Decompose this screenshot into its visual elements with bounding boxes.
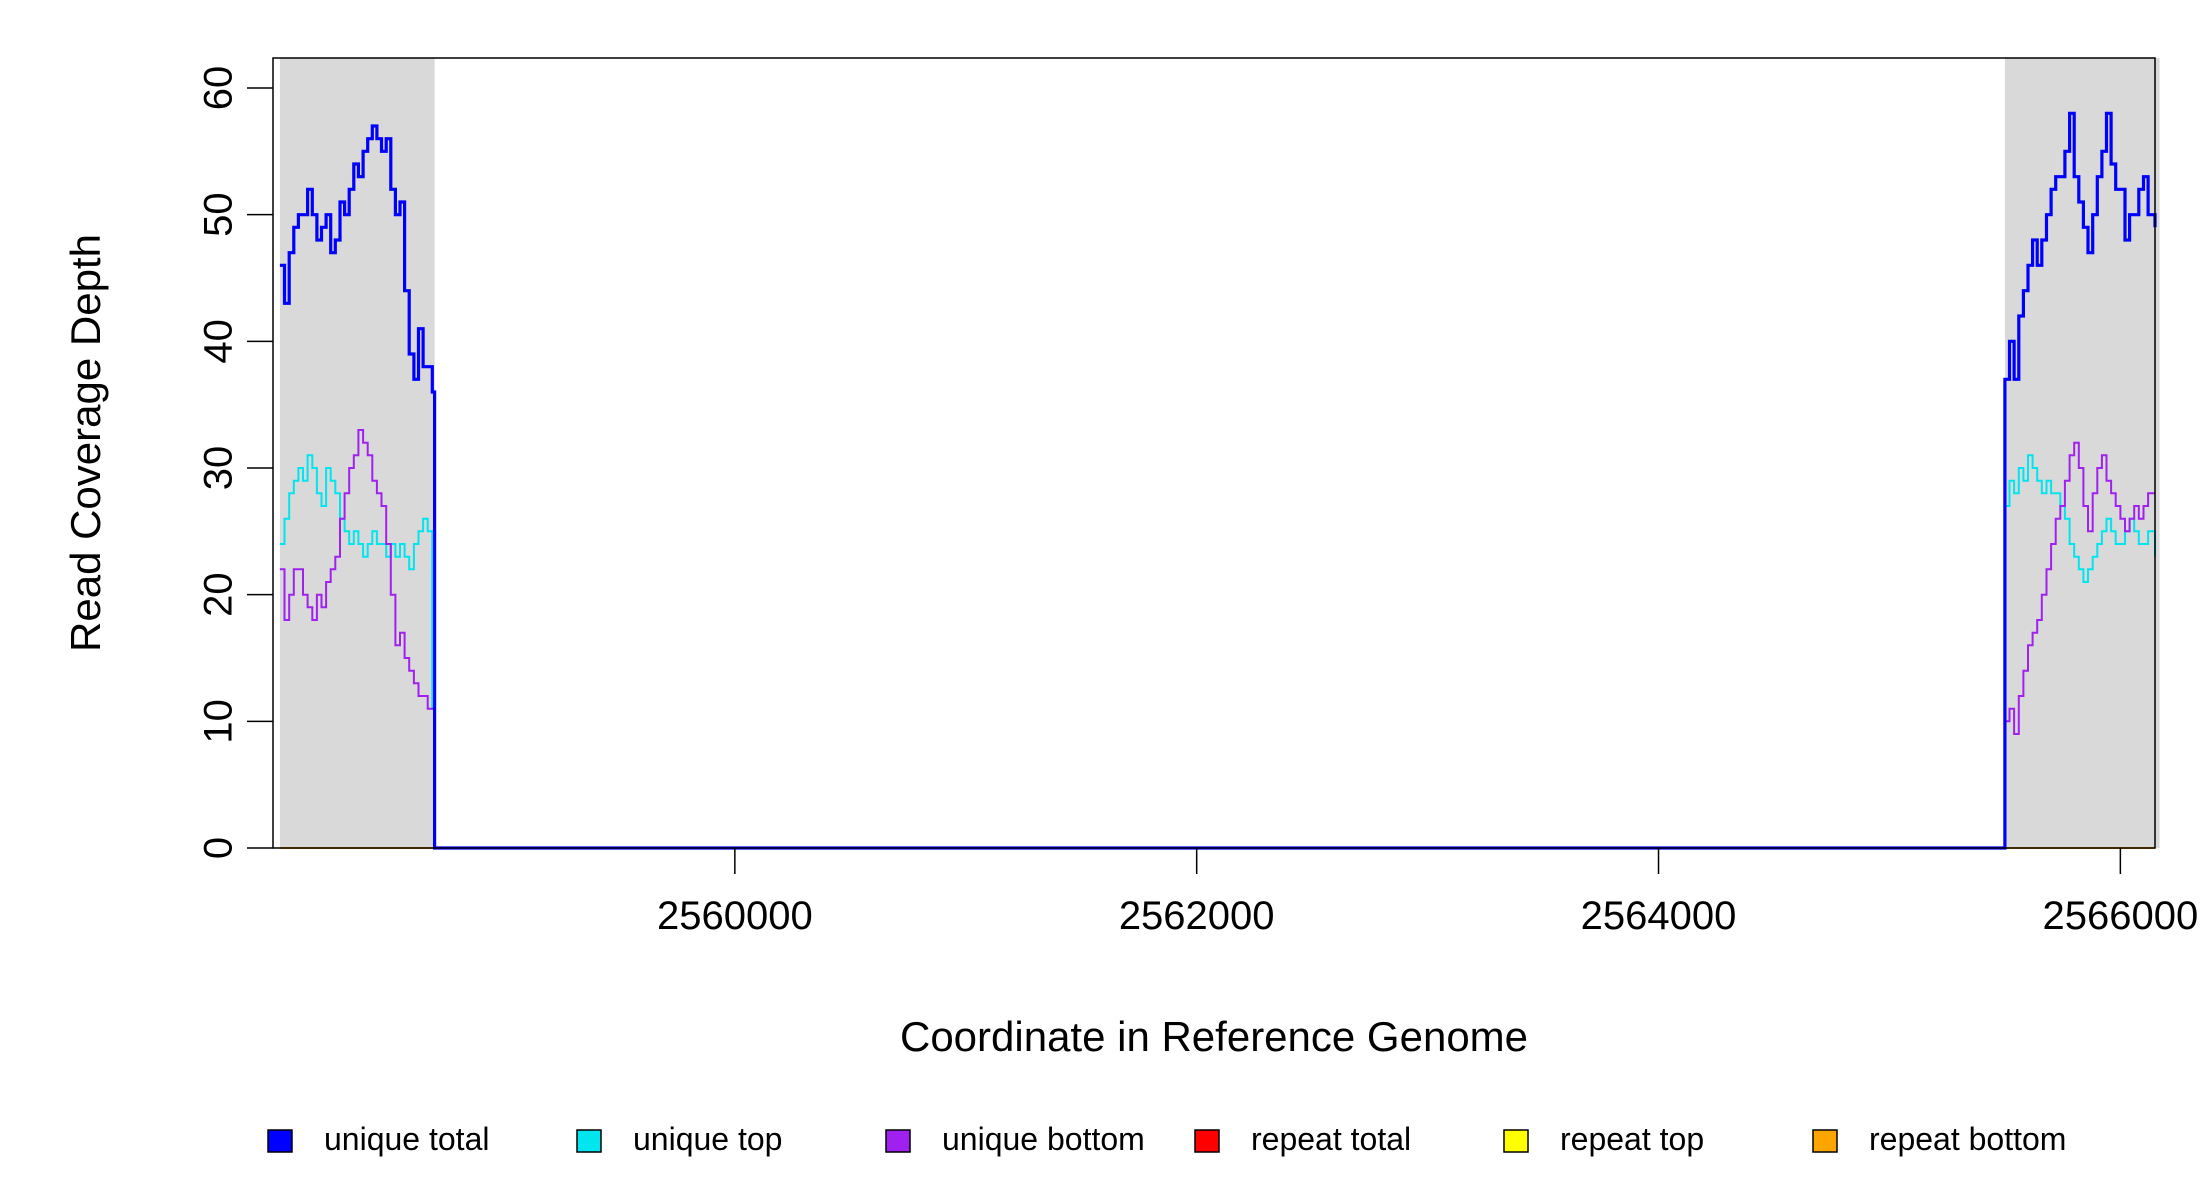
legend-item-unique-bottom: unique bottom [885, 1121, 1145, 1157]
x-tick-label: 2566000 [2042, 894, 2198, 938]
legend-label: unique total [324, 1121, 489, 1157]
legend-item-unique-top: unique top [576, 1121, 782, 1157]
x-tick-label: 2560000 [657, 894, 813, 938]
series-line-unique-bottom [279, 429, 2155, 849]
shaded-region-1 [279, 58, 435, 848]
legend-swatch [1812, 1129, 1838, 1153]
legend-item-unique-total: unique total [267, 1121, 489, 1157]
y-tick-label: 40 [197, 319, 241, 364]
y-tick-label: 60 [197, 66, 241, 111]
legend-swatch [885, 1129, 911, 1153]
legend-swatch [576, 1129, 602, 1153]
y-axis: 0 10 20 30 40 50 60 [197, 66, 273, 859]
legend-swatch [1194, 1129, 1220, 1153]
x-axis: 2560000 2562000 2564000 2566000 [657, 848, 2198, 938]
series-lines [279, 111, 2157, 850]
legend-label: repeat total [1251, 1121, 1411, 1157]
x-tick-label: 2562000 [1119, 894, 1275, 938]
x-tick-label: 2564000 [1581, 894, 1737, 938]
shaded-regions [279, 58, 2160, 848]
series-line-unique-total [279, 111, 2157, 850]
legend-item-repeat-top: repeat top [1503, 1121, 1704, 1157]
y-tick-label: 30 [197, 446, 241, 491]
y-tick-label: 50 [197, 192, 241, 237]
legend-label: repeat top [1560, 1121, 1704, 1157]
legend-swatch [1503, 1129, 1529, 1153]
plot-frame [272, 57, 2156, 849]
y-tick-label: 0 [197, 837, 241, 859]
legend-label: repeat bottom [1869, 1121, 2066, 1157]
legend-item-repeat-bottom: repeat bottom [1812, 1121, 2066, 1157]
legend-item-repeat-total: repeat total [1194, 1121, 1411, 1157]
legend: unique total unique top unique bottom repea… [267, 1121, 2066, 1157]
x-axis-title: Coordinate in Reference Genome [900, 1013, 1528, 1060]
shaded-region-2 [2004, 58, 2160, 848]
series-line-unique-top [279, 454, 2156, 849]
y-axis-title: Read Coverage Depth [62, 234, 109, 652]
legend-label: unique top [633, 1121, 782, 1157]
legend-swatch [267, 1129, 293, 1153]
y-tick-label: 10 [197, 699, 241, 744]
legend-label: unique bottom [942, 1121, 1145, 1157]
y-tick-label: 20 [197, 572, 241, 617]
